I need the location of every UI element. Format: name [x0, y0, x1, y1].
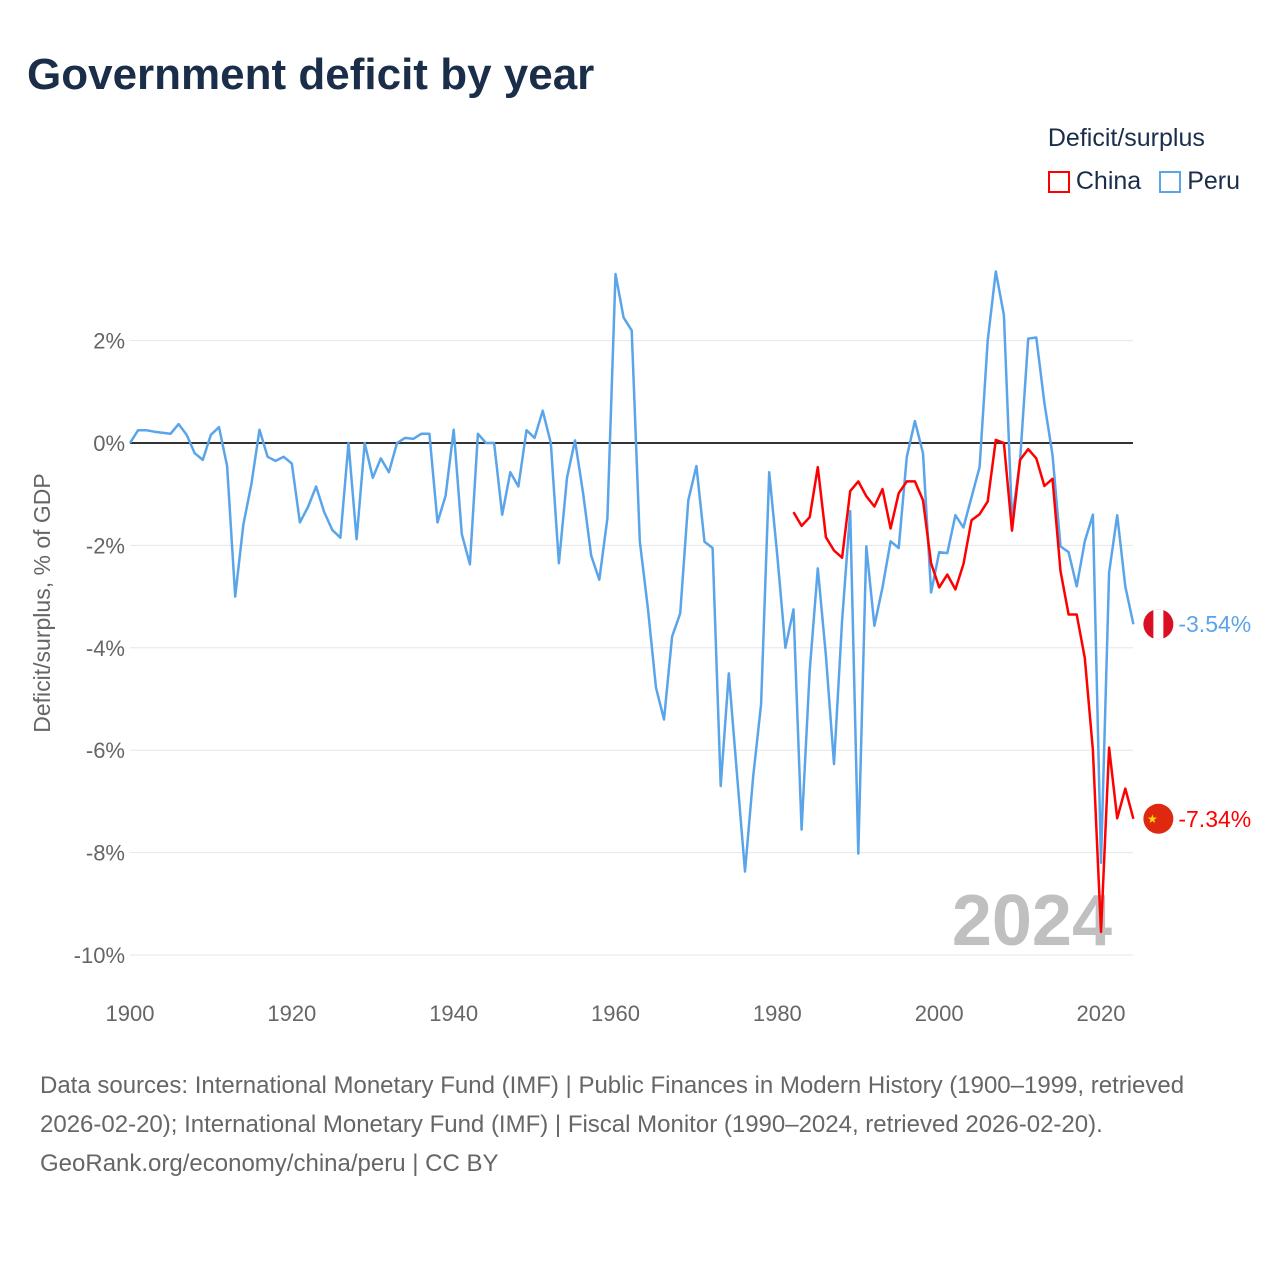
- legend-title: Deficit/surplus: [1047, 124, 1205, 152]
- y-axis-label: Deficit/surplus, % of GDP: [29, 473, 55, 732]
- peru-flag-icon: [1153, 609, 1164, 640]
- peru-swatch: [1159, 170, 1182, 193]
- china-flag-icon: [1143, 803, 1174, 834]
- y-tick-label: -4%: [86, 636, 125, 661]
- data-sources: Data sources: International Monetary Fun…: [40, 1072, 1185, 1138]
- legend: Deficit/surplus China Peru: [1047, 124, 1240, 196]
- y-tick-label: -8%: [86, 841, 125, 866]
- end-value-label-peru: -3.54%: [1178, 611, 1251, 637]
- x-tick-label: 2000: [915, 1001, 964, 1026]
- series-line-peru: [128, 270, 1135, 873]
- legend-item-peru[interactable]: Peru: [1159, 167, 1240, 196]
- year-watermark: 2024: [952, 881, 1112, 961]
- y-tick-label: -6%: [86, 738, 125, 763]
- x-tick-label: 2020: [1077, 1001, 1126, 1026]
- y-tick-label: 2%: [93, 329, 125, 354]
- x-tick-label: 1960: [591, 1001, 640, 1026]
- footer: Data sources: International Monetary Fun…: [40, 1066, 1240, 1183]
- series-line-china: [792, 438, 1135, 934]
- chart-plot: 2% 0% -2% -4% -6% -8% -10% 1900 1920 1940 1960 1980…: [29, 270, 1251, 1026]
- x-tick-label: 1940: [429, 1001, 478, 1026]
- x-tick-label: 1900: [106, 1001, 155, 1026]
- y-tick-label: -10%: [74, 943, 125, 968]
- y-tick-label: -2%: [86, 533, 125, 558]
- x-tick-label: 1920: [267, 1001, 316, 1026]
- x-tick-label: 1980: [753, 1001, 802, 1026]
- china-flag-star-icon: ★: [1147, 812, 1158, 826]
- china-swatch: [1047, 170, 1070, 193]
- chart-title: Government deficit by year: [27, 50, 595, 99]
- y-tick-label: 0%: [93, 431, 125, 456]
- legend-item-china[interactable]: China: [1047, 167, 1141, 196]
- end-value-label-china: -7.34%: [1178, 806, 1251, 832]
- credit-link[interactable]: GeoRank.org/economy/china/peru | CC BY: [40, 1150, 499, 1177]
